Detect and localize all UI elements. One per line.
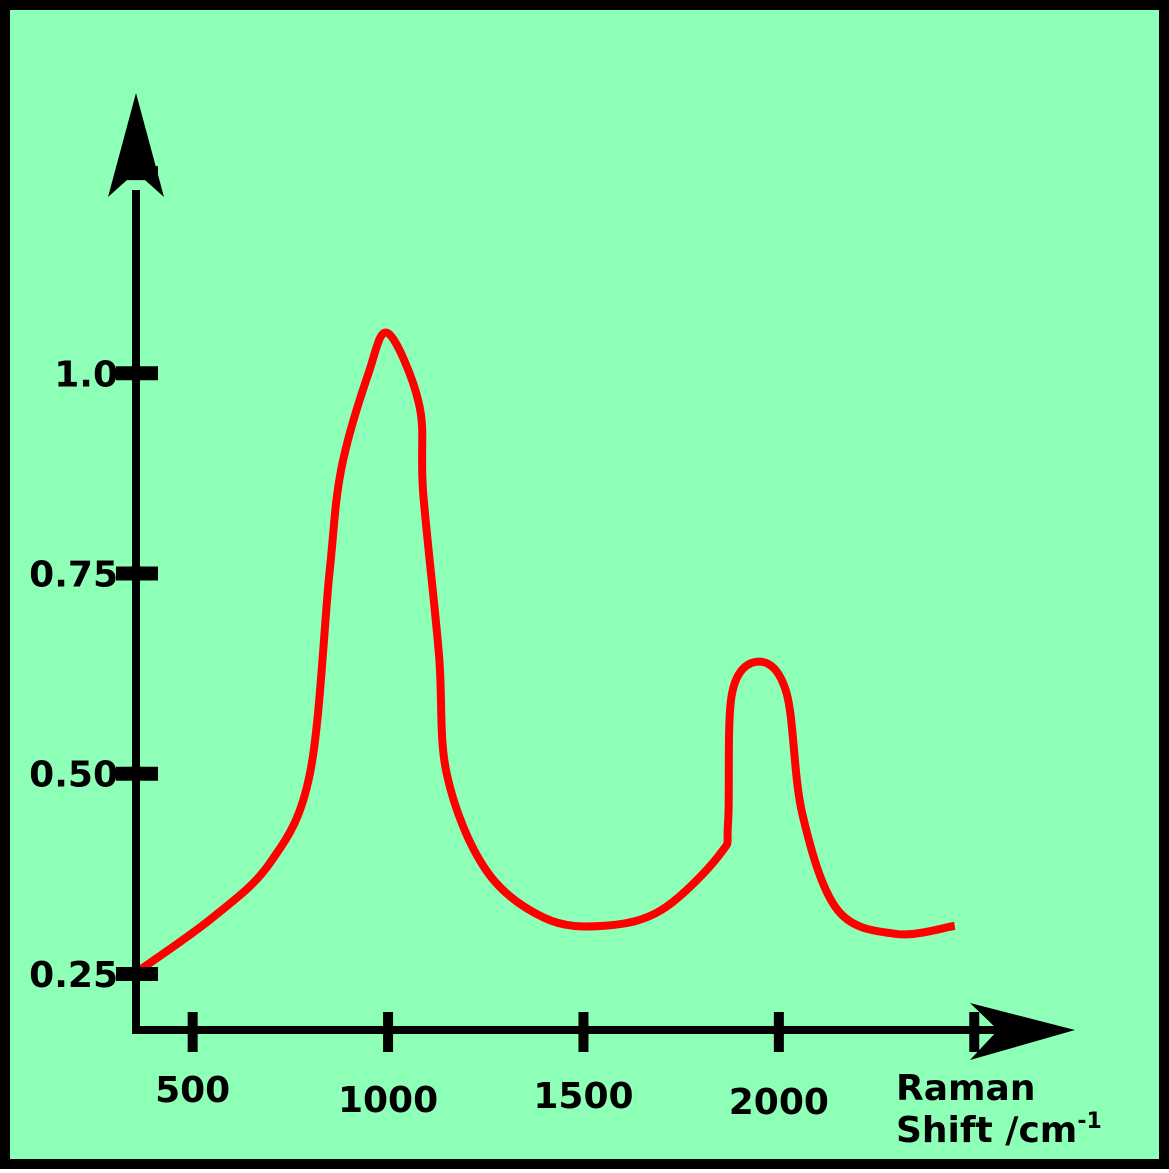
x-tick-label: 1500 [533, 1076, 633, 1117]
x-axis-arrowhead [970, 1003, 1075, 1060]
y-tick-label: 1.0 [54, 354, 118, 395]
series-layer [131, 328, 956, 978]
spectrum-line [131, 328, 956, 978]
x-axis-label-line2: Shift /cm-1 [896, 1109, 1102, 1151]
x-axis-label-line1: Raman [896, 1068, 1035, 1109]
x-tick-label: 500 [155, 1070, 230, 1111]
x-tick-label: 2000 [729, 1082, 829, 1123]
x-tick-label: 1000 [338, 1080, 438, 1121]
y-tick-label: 0.75 [29, 555, 118, 596]
y-tick-label: 0.50 [29, 755, 118, 796]
y-ticks: 0.25 0.50 0.75 1.0 [29, 166, 158, 996]
x-axis-label-unit: Shift /cm [896, 1110, 1077, 1151]
x-axis-label-superscript: -1 [1077, 1109, 1101, 1134]
y-tick-label: 0.25 [29, 955, 118, 996]
x-ticks: 500 1000 1500 2000 [155, 1012, 980, 1123]
